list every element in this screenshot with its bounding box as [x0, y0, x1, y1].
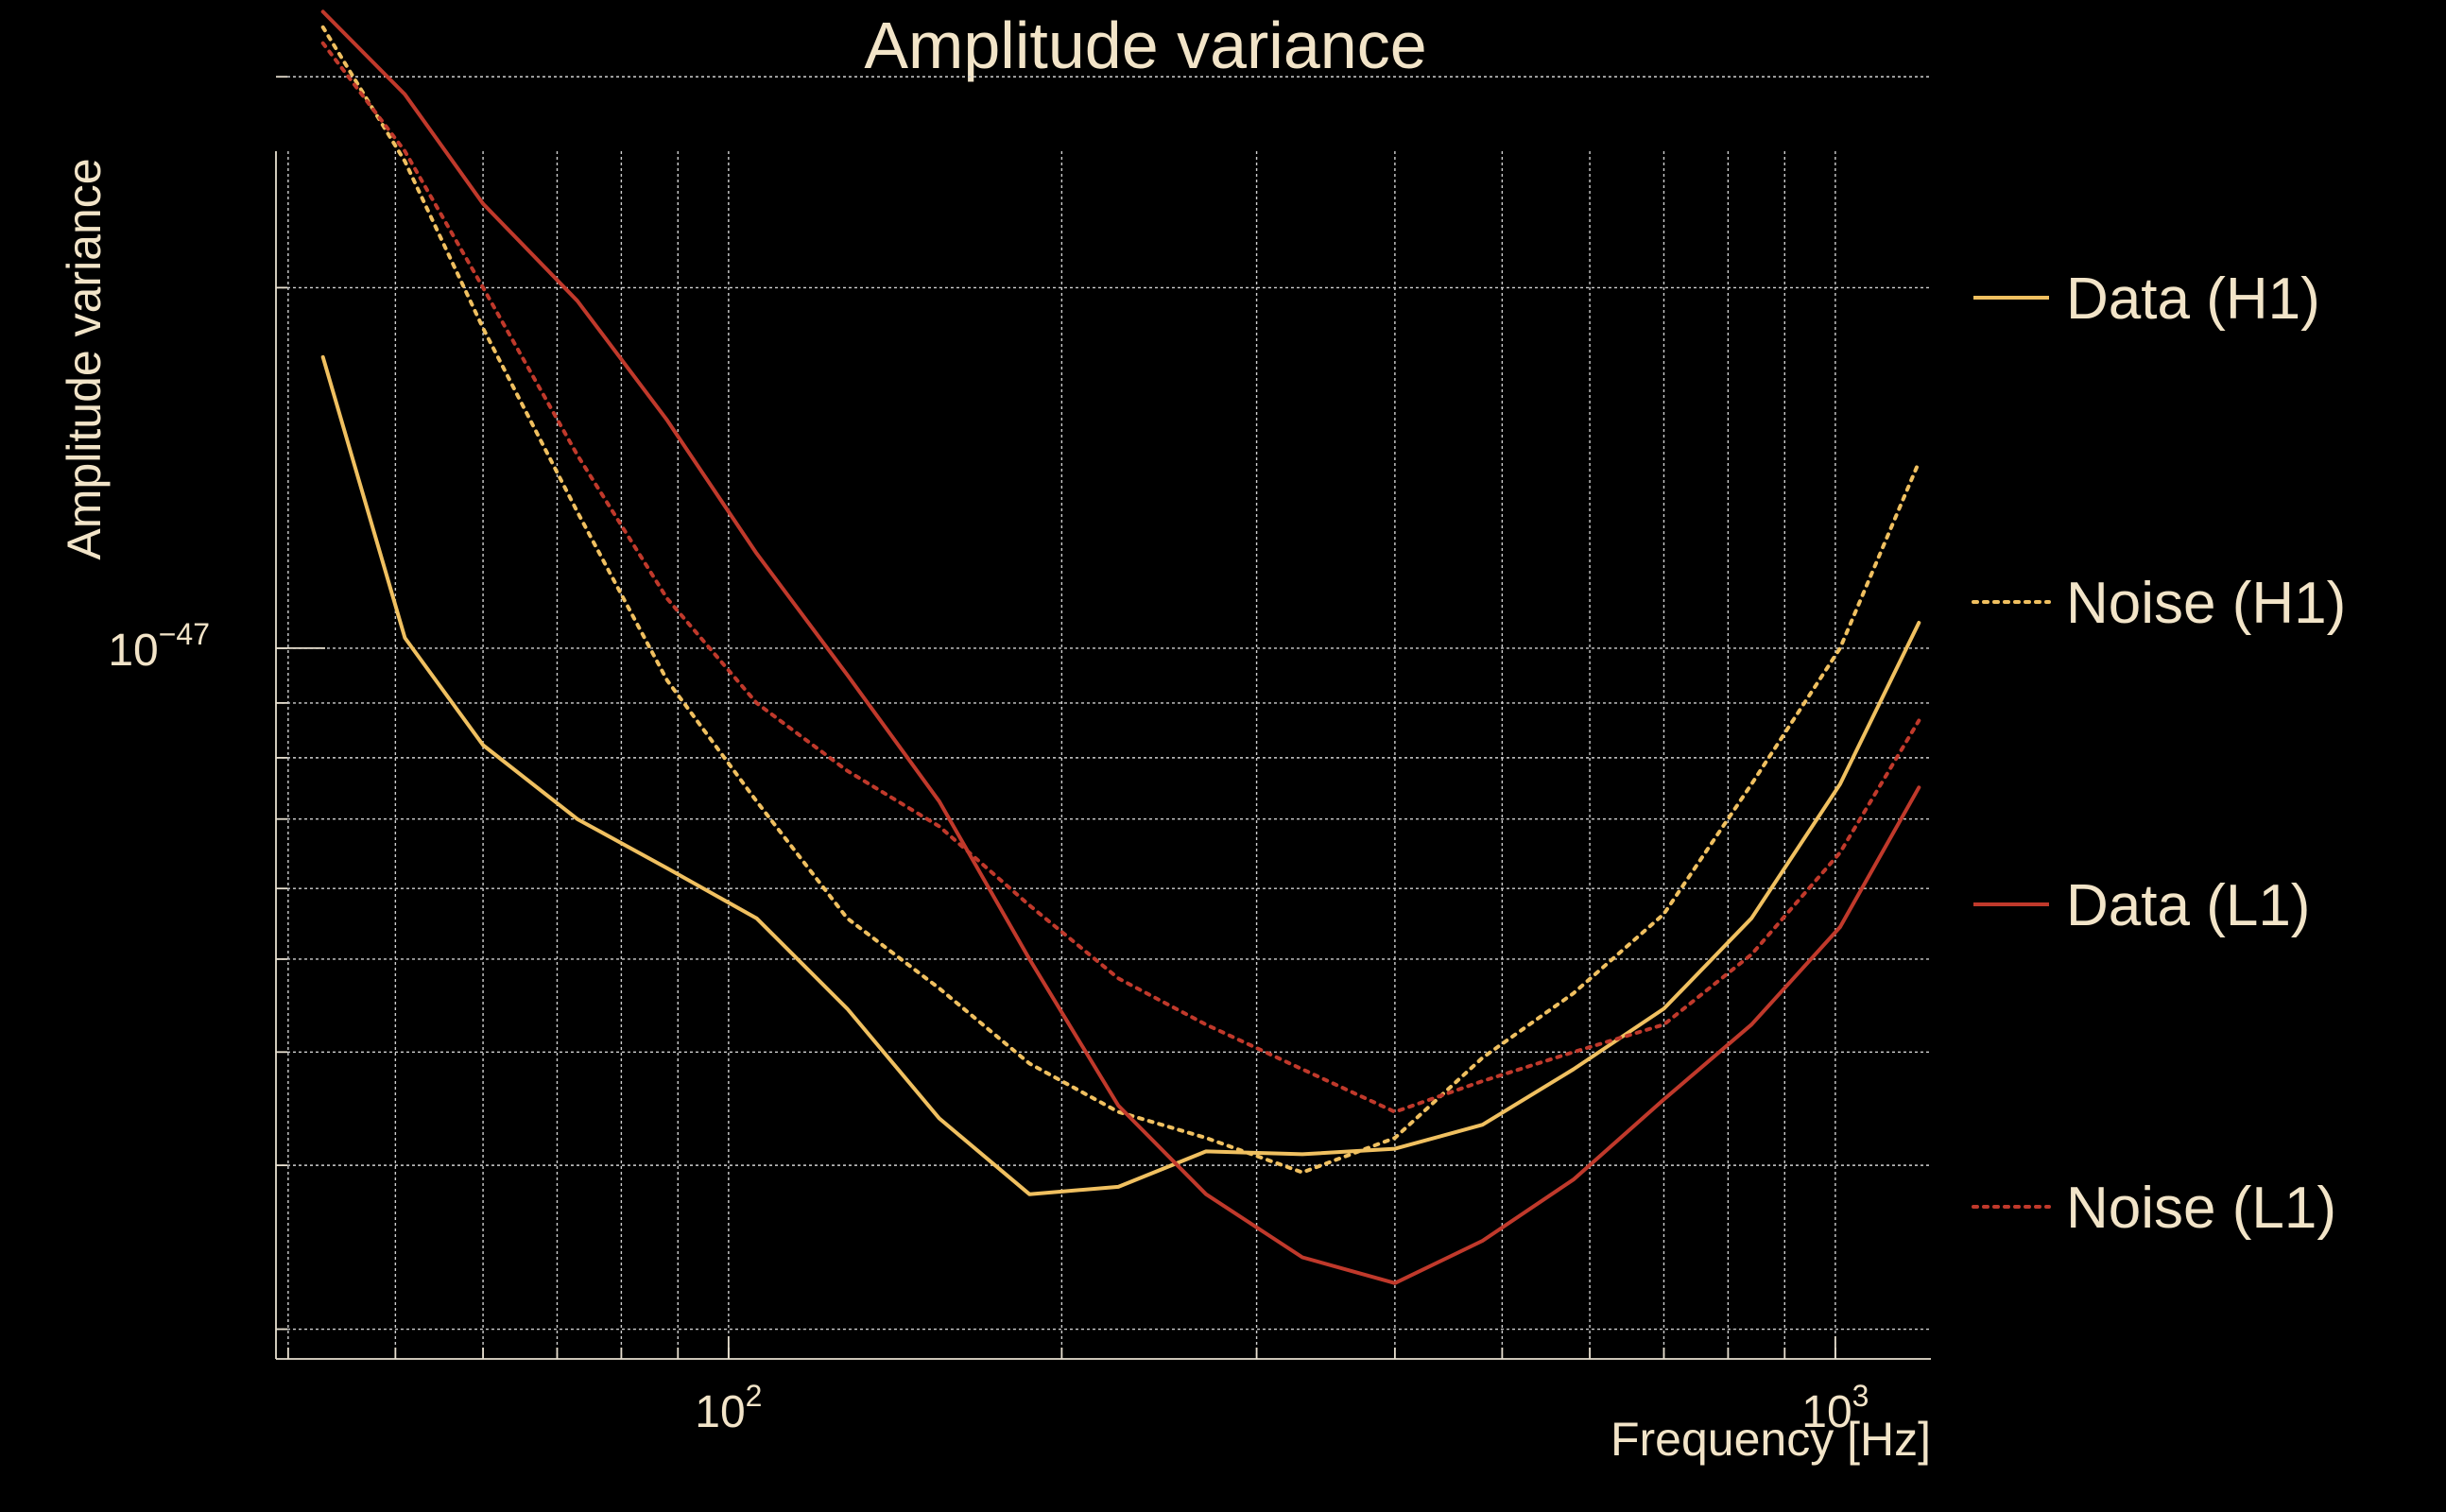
y-tick-label: 10−47	[108, 617, 210, 676]
grid	[276, 76, 1931, 1359]
legend: Data (H1) Noise (H1) Data (L1) Noise (L1)	[1972, 266, 2346, 1241]
legend-label-3: Data (L1)	[2066, 873, 2310, 938]
x-tick-label: 102	[695, 1379, 762, 1437]
y-axis-label: Amplitude variance	[58, 158, 111, 559]
series-line-4	[320, 41, 1921, 1114]
x-axis-label: Frequency [Hz]	[1611, 1413, 1931, 1466]
series-lines	[320, 9, 1921, 1285]
series-line-2	[320, 25, 1921, 1175]
x-tick-label: 103	[1801, 1379, 1869, 1437]
axes: 102 103 10−47	[108, 76, 1931, 1437]
legend-label-2: Noise (H1)	[2066, 571, 2346, 636]
chart-title: Amplitude variance	[864, 9, 1426, 82]
series-line-1	[320, 354, 1921, 1196]
legend-label-1: Data (H1)	[2066, 266, 2320, 332]
series-line-3	[320, 9, 1921, 1285]
legend-label-4: Noise (L1)	[2066, 1176, 2336, 1241]
